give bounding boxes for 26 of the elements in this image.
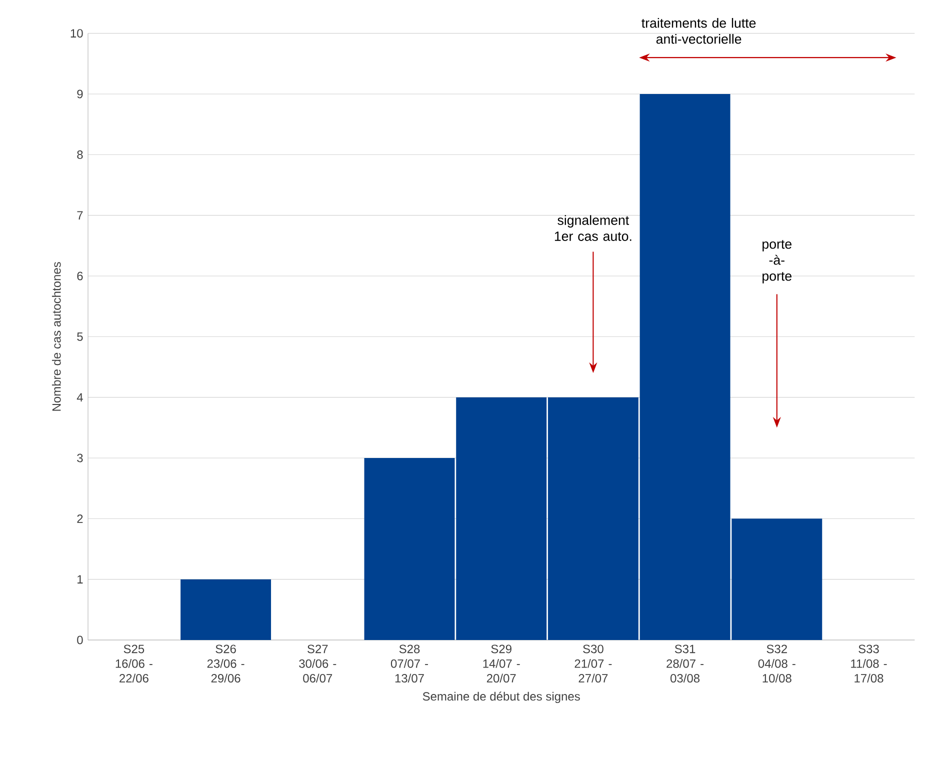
annotation: traitements de lutte anti-vectorielle xyxy=(642,18,756,44)
x-tick-label: S33 11/08 - 17/08 xyxy=(851,644,887,683)
bar xyxy=(180,579,272,640)
x-axis-title: Semaine de début des signes xyxy=(422,692,580,704)
annotation: porte -à- porte xyxy=(762,240,792,284)
x-tick-label: S25 16/06 - 22/06 xyxy=(116,644,152,683)
x-tick-label: S26 23/06 - 29/06 xyxy=(207,644,244,683)
x-tick-label: S29 14/07 - 20/07 xyxy=(483,644,520,683)
y-axis-title: Nombre de cas autochtones xyxy=(52,262,61,411)
y-tick-label: 9 xyxy=(77,90,83,98)
y-tick-label: 0 xyxy=(77,636,83,644)
y-tick-label: 2 xyxy=(77,514,83,523)
y-tick-label: 4 xyxy=(76,393,83,402)
y-tick-label: 1 xyxy=(78,575,83,584)
y-tick-label: 6 xyxy=(77,272,83,280)
y-tick-label: 10 xyxy=(70,29,83,38)
x-tick-label: S32 04/08 - 10/08 xyxy=(758,644,796,683)
y-tick-label: 5 xyxy=(77,332,83,341)
annotation: signalement 1er cas auto. xyxy=(554,215,632,241)
x-tick-label: S27 30/06 - 06/07 xyxy=(299,644,336,683)
y-tick-label: 7 xyxy=(77,211,83,220)
y-tick-label: 8 xyxy=(77,150,83,159)
y-tick-label: 3 xyxy=(77,454,83,462)
x-tick-label: S28 07/07 - 13/07 xyxy=(390,644,428,683)
x-tick-label: S31 28/07 - 03/08 xyxy=(666,644,704,683)
x-tick-label: S30 21/07 - 27/07 xyxy=(574,644,612,683)
